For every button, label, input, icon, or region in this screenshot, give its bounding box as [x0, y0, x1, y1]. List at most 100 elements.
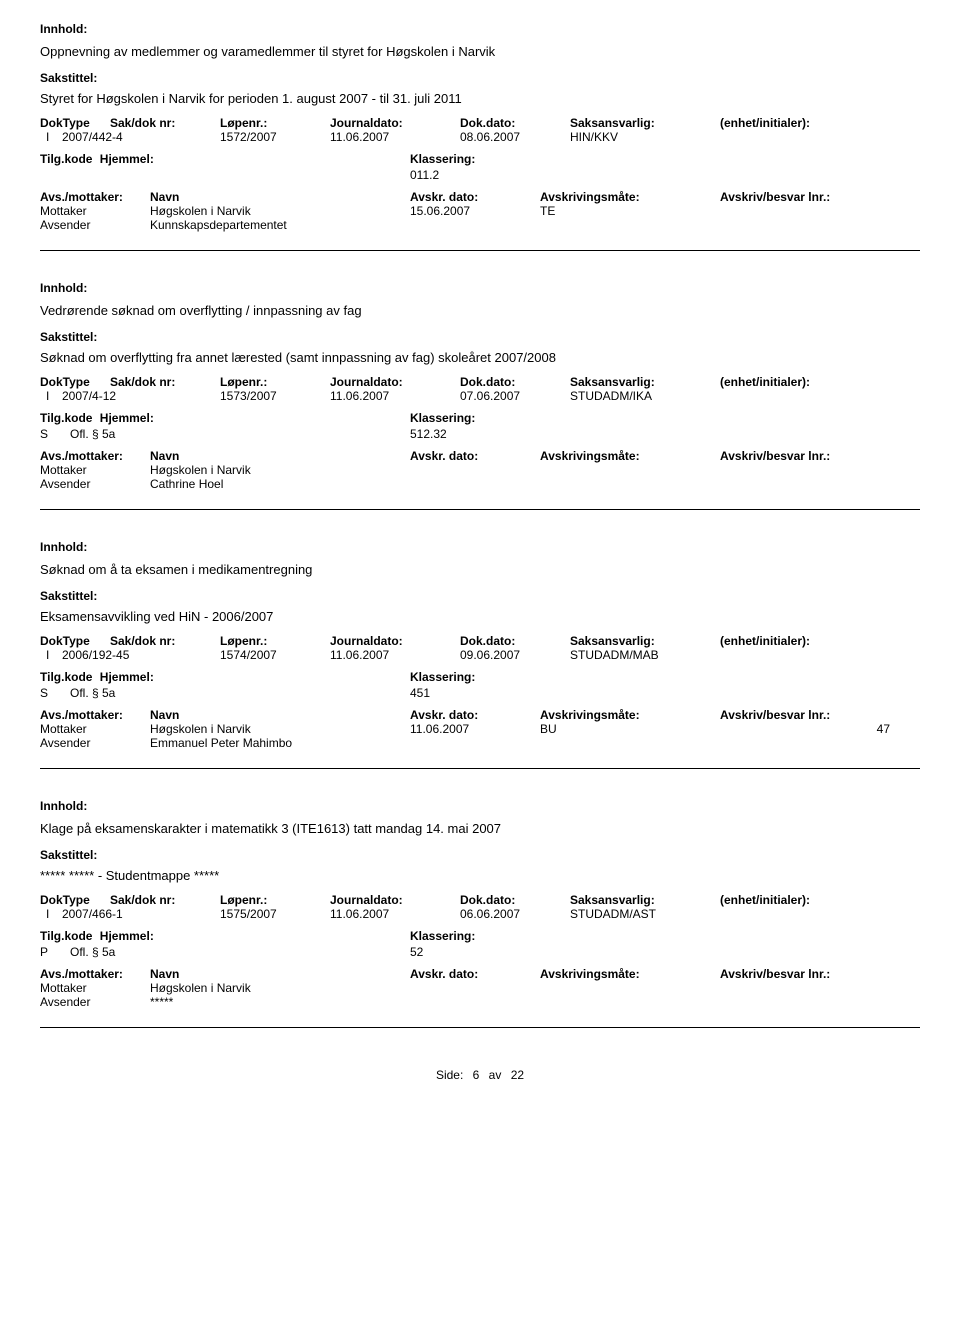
page-current: 6 — [473, 1068, 480, 1082]
dokdato-value: 09.06.2007 — [460, 648, 570, 662]
mottaker-name: Høgskolen i Narvik — [150, 204, 410, 218]
avsender-row: Avsender ***** — [40, 995, 920, 1009]
hjemmel-label: Hjemmel: — [100, 152, 154, 166]
dokdato-value: 08.06.2007 — [460, 130, 570, 144]
innhold-label: Innhold: — [40, 281, 87, 295]
sakstittel-text: Eksamensavvikling ved HiN - 2006/2007 — [40, 609, 920, 624]
lopenr-header: Løpenr.: — [220, 375, 330, 389]
tilgcode-value: P — [40, 945, 70, 959]
saksansvarlig-header: Saksansvarlig: — [570, 634, 720, 648]
dokdato-header: Dok.dato: — [460, 634, 570, 648]
enhet-value — [720, 648, 870, 662]
page-footer: Side: 6 av 22 — [40, 1068, 920, 1082]
avskrivingsmate-label: Avskrivingsmåte: — [540, 190, 720, 204]
klassering-value: 52 — [410, 945, 670, 959]
record: Innhold: Søknad om å ta eksamen i medika… — [40, 538, 920, 769]
mottaker-label: Mottaker — [40, 722, 150, 736]
klassering-label: Klassering: — [410, 411, 475, 425]
doktype-header: DokType — [40, 116, 110, 130]
avskrdato-label: Avskr. dato: — [410, 708, 540, 722]
hjemmel-value — [70, 168, 410, 182]
avskrivlnr-label: Avskriv/besvar lnr.: — [720, 967, 890, 981]
enhet-value — [720, 389, 870, 403]
avsmottaker-label: Avs./mottaker: — [40, 449, 150, 463]
lopenr-header: Løpenr.: — [220, 116, 330, 130]
hjemmel-label: Hjemmel: — [100, 670, 154, 684]
tilgkode-label: Tilg.kode — [40, 152, 92, 166]
tilgcode-value — [40, 168, 70, 182]
journaldato-value: 11.06.2007 — [330, 648, 460, 662]
klassering-label: Klassering: — [410, 929, 475, 943]
mottaker-row: Mottaker Høgskolen i Narvik — [40, 981, 920, 995]
journaldato-value: 11.06.2007 — [330, 130, 460, 144]
avsender-label: Avsender — [40, 995, 150, 1009]
avskrivingsmate-label: Avskrivingsmåte: — [540, 449, 720, 463]
doktype-value: I — [40, 648, 62, 662]
enhet-value — [720, 130, 870, 144]
record-divider — [40, 1027, 920, 1028]
tilgkode-label: Tilg.kode — [40, 411, 92, 425]
enhet-header: (enhet/initialer): — [720, 893, 870, 907]
avsender-row: Avsender Kunnskapsdepartementet — [40, 218, 920, 232]
lopenr-value: 1575/2007 — [220, 907, 330, 921]
dokdato-header: Dok.dato: — [460, 375, 570, 389]
record-divider — [40, 250, 920, 251]
party-header-row: Avs./mottaker: Navn Avskr. dato: Avskriv… — [40, 190, 920, 204]
klassering-label: Klassering: — [410, 152, 475, 166]
mottaker-row: Mottaker Høgskolen i Narvik — [40, 463, 920, 477]
doktype-value: I — [40, 907, 62, 921]
mottaker-name: Høgskolen i Narvik — [150, 722, 410, 736]
tilg-header-row: Tilg.kode Hjemmel: Klassering: — [40, 152, 920, 166]
dokdato-value: 06.06.2007 — [460, 907, 570, 921]
saknr-value: 2007/4-12 — [62, 389, 220, 403]
records-container: Innhold: Oppnevning av medlemmer og vara… — [40, 20, 920, 1028]
hjemmel-label: Hjemmel: — [100, 411, 154, 425]
journaldato-value: 11.06.2007 — [330, 389, 460, 403]
klassering-value: 512.32 — [410, 427, 670, 441]
hjemmel-value: Ofl. § 5a — [70, 945, 410, 959]
mottaker-name: Høgskolen i Narvik — [150, 463, 410, 477]
tilgcode-value: S — [40, 686, 70, 700]
mottaker-lnr — [720, 463, 890, 477]
journaldato-value: 11.06.2007 — [330, 907, 460, 921]
party-header-row: Avs./mottaker: Navn Avskr. dato: Avskriv… — [40, 967, 920, 981]
dokdato-header: Dok.dato: — [460, 116, 570, 130]
navn-label: Navn — [150, 967, 410, 981]
journaldato-header: Journaldato: — [330, 634, 460, 648]
tilg-header-row: Tilg.kode Hjemmel: Klassering: — [40, 411, 920, 425]
mottaker-row: Mottaker Høgskolen i Narvik 11.06.2007 B… — [40, 722, 920, 736]
mottaker-mode: TE — [540, 204, 720, 218]
sakstittel-label: Sakstittel: — [40, 848, 97, 862]
sakstittel-text: Søknad om overflytting fra annet læreste… — [40, 350, 920, 365]
tilg-header-row: Tilg.kode Hjemmel: Klassering: — [40, 929, 920, 943]
mottaker-date: 11.06.2007 — [410, 722, 540, 736]
record-divider — [40, 509, 920, 510]
innhold-text: Oppnevning av medlemmer og varamedlemmer… — [40, 44, 920, 59]
navn-label: Navn — [150, 190, 410, 204]
sakstittel-text: Styret for Høgskolen i Narvik for period… — [40, 91, 920, 106]
innhold-text: Klage på eksamenskarakter i matematikk 3… — [40, 821, 920, 836]
record: Innhold: Oppnevning av medlemmer og vara… — [40, 20, 920, 251]
tilgkode-label: Tilg.kode — [40, 670, 92, 684]
innhold-label: Innhold: — [40, 22, 87, 36]
dokdato-header: Dok.dato: — [460, 893, 570, 907]
mottaker-lnr: 47 — [720, 722, 890, 736]
doktype-header: DokType — [40, 893, 110, 907]
meta-data-row: I 2006/192-45 1574/2007 11.06.2007 09.06… — [40, 648, 920, 662]
tilg-value-row: 011.2 — [40, 168, 920, 182]
avsmottaker-label: Avs./mottaker: — [40, 967, 150, 981]
dokdato-value: 07.06.2007 — [460, 389, 570, 403]
mottaker-date: 15.06.2007 — [410, 204, 540, 218]
record: Innhold: Vedrørende søknad om overflytti… — [40, 279, 920, 510]
avsender-row: Avsender Emmanuel Peter Mahimbo — [40, 736, 920, 750]
klassering-value: 451 — [410, 686, 670, 700]
lopenr-header: Løpenr.: — [220, 634, 330, 648]
klassering-value: 011.2 — [410, 168, 670, 182]
journaldato-header: Journaldato: — [330, 375, 460, 389]
saksansvarlig-value: HIN/KKV — [570, 130, 720, 144]
record-divider — [40, 768, 920, 769]
mottaker-row: Mottaker Høgskolen i Narvik 15.06.2007 T… — [40, 204, 920, 218]
doktype-value: I — [40, 130, 62, 144]
saknr-header: Sak/dok nr: — [110, 893, 220, 907]
mottaker-mode — [540, 463, 720, 477]
